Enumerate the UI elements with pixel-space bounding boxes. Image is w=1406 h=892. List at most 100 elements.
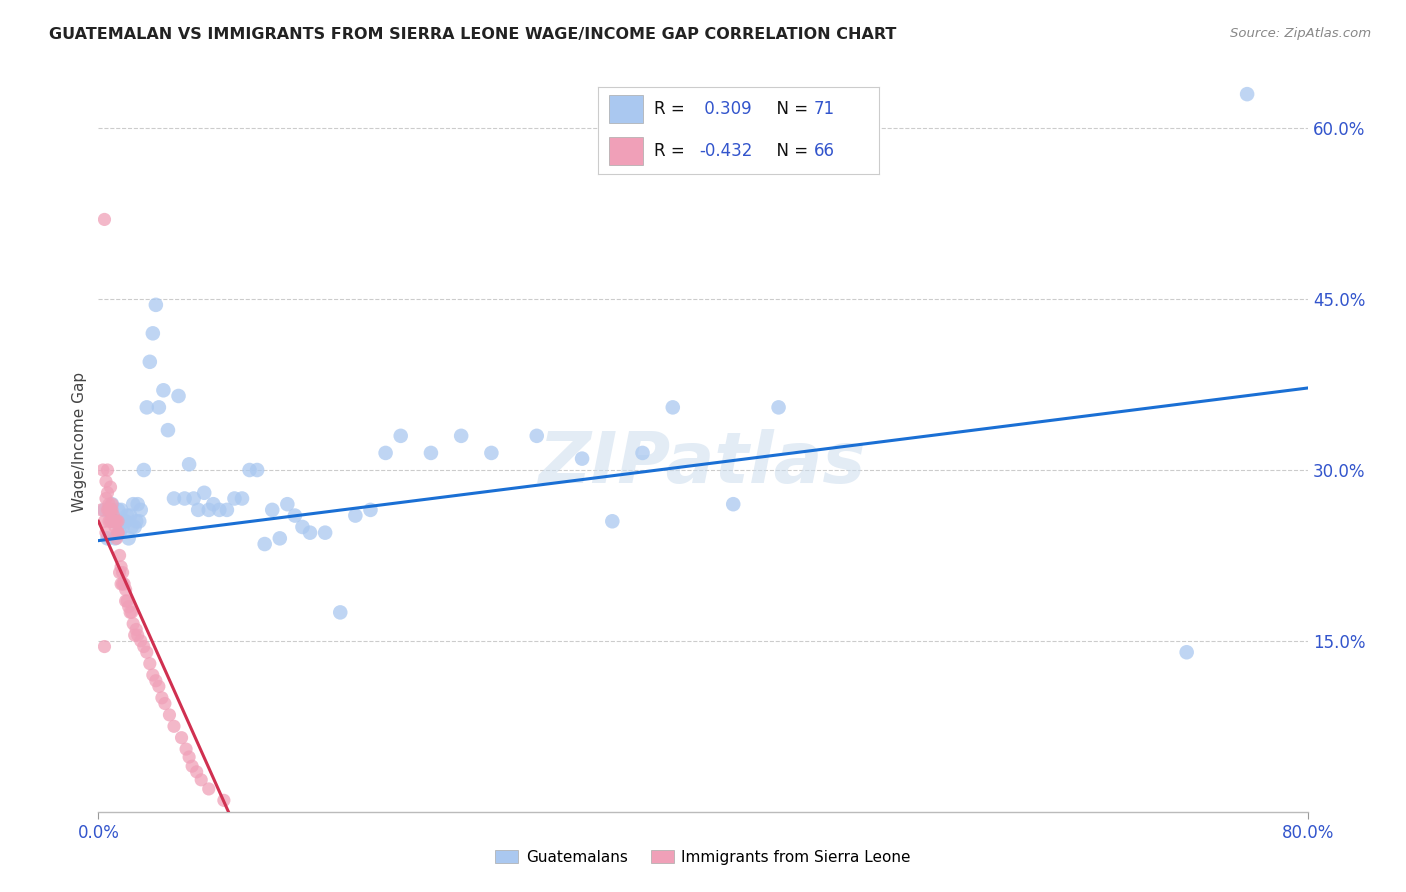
Point	[108, 549, 131, 563]
Point	[105, 514, 128, 528]
Point	[122, 616, 145, 631]
Point	[90, 503, 112, 517]
Point	[107, 525, 129, 540]
Point	[115, 508, 138, 523]
Point	[571, 451, 593, 466]
Point	[125, 514, 148, 528]
Point	[111, 577, 134, 591]
Text: R =: R =	[654, 100, 690, 118]
Point	[100, 503, 122, 517]
Point	[224, 491, 246, 506]
Point	[132, 463, 155, 477]
Point	[91, 463, 114, 477]
Point	[129, 503, 152, 517]
Point	[105, 514, 128, 528]
Point	[101, 497, 124, 511]
Point	[112, 514, 135, 528]
Bar	[609, 137, 643, 165]
Point	[314, 525, 336, 540]
Point	[108, 525, 131, 540]
Point	[190, 772, 212, 787]
Point	[159, 707, 181, 722]
Point	[148, 401, 170, 415]
Point	[94, 475, 117, 489]
Point	[1236, 87, 1258, 102]
Point	[344, 508, 367, 523]
Point	[118, 532, 141, 546]
Text: 66: 66	[814, 142, 835, 160]
Point	[152, 384, 174, 398]
Point	[110, 503, 132, 517]
Point	[120, 508, 142, 523]
Point	[170, 731, 193, 745]
Point	[121, 606, 143, 620]
Point	[145, 673, 167, 688]
Point	[114, 514, 136, 528]
Point	[142, 326, 165, 341]
Point	[101, 514, 124, 528]
Text: ZIPatlas: ZIPatlas	[540, 429, 866, 499]
Point	[120, 606, 142, 620]
Point	[107, 503, 129, 517]
Point	[173, 491, 195, 506]
Point	[135, 645, 157, 659]
Point	[661, 401, 683, 415]
Point	[253, 537, 276, 551]
Point	[111, 520, 134, 534]
Point	[96, 532, 118, 546]
Text: N =: N =	[766, 142, 814, 160]
Point	[93, 640, 115, 654]
Point	[284, 508, 307, 523]
Point	[107, 525, 129, 540]
Point	[121, 520, 143, 534]
Point	[139, 355, 162, 369]
Point	[124, 628, 146, 642]
Point	[299, 525, 322, 540]
Point	[93, 212, 115, 227]
Point	[1175, 645, 1198, 659]
Point	[128, 514, 150, 528]
Point	[329, 606, 352, 620]
Point	[212, 793, 235, 807]
Point	[142, 668, 165, 682]
Text: 0.309: 0.309	[699, 100, 751, 118]
Text: R =: R =	[654, 142, 690, 160]
Point	[420, 446, 443, 460]
Point	[291, 520, 314, 534]
Point	[163, 491, 186, 506]
Point	[135, 401, 157, 415]
Point	[181, 759, 204, 773]
Point	[104, 532, 127, 546]
Point	[94, 525, 117, 540]
Point	[187, 503, 209, 517]
Point	[526, 429, 548, 443]
Point	[179, 750, 201, 764]
Point	[105, 532, 128, 546]
Point	[148, 680, 170, 694]
Y-axis label: Wage/Income Gap: Wage/Income Gap	[72, 371, 87, 512]
Point	[145, 298, 167, 312]
Point	[215, 503, 238, 517]
Point	[167, 389, 190, 403]
Point	[122, 497, 145, 511]
Point	[112, 577, 135, 591]
Point	[115, 594, 138, 608]
Point	[98, 503, 121, 517]
Point	[197, 781, 219, 796]
Bar	[609, 95, 643, 123]
Point	[96, 463, 118, 477]
Point	[94, 491, 117, 506]
Point	[186, 764, 208, 779]
Point	[127, 628, 149, 642]
Text: N =: N =	[766, 100, 814, 118]
Point	[101, 503, 124, 517]
Point	[153, 697, 176, 711]
Point	[104, 520, 127, 534]
Point	[276, 497, 298, 511]
Point	[174, 742, 197, 756]
Point	[239, 463, 262, 477]
Point	[156, 423, 179, 437]
Point	[208, 503, 231, 517]
Text: GUATEMALAN VS IMMIGRANTS FROM SIERRA LEONE WAGE/INCOME GAP CORRELATION CHART: GUATEMALAN VS IMMIGRANTS FROM SIERRA LEO…	[49, 27, 897, 42]
Text: 71: 71	[814, 100, 835, 118]
